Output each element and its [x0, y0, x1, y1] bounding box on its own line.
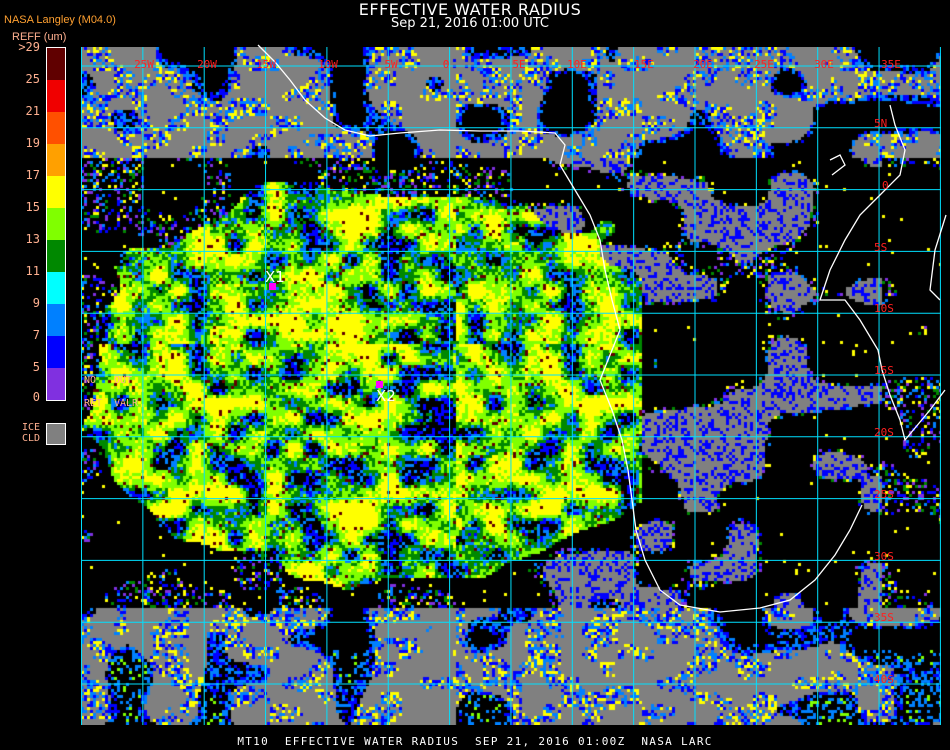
- longitude-label: 15E: [634, 58, 654, 71]
- legend-swatch: [47, 48, 65, 80]
- valr-label: VALR: [114, 398, 139, 409]
- footer-caption: MT10 EFFECTIVE WATER RADIUS SEP 21, 2016…: [237, 735, 713, 748]
- legend-units: REFF (um): [12, 31, 67, 43]
- legend-tick-label: >29: [18, 40, 40, 54]
- legend-swatch: [47, 112, 65, 144]
- marker-x2-point[interactable]: [376, 381, 383, 388]
- legend-tick-label: 15: [25, 200, 40, 214]
- longitude-label: 25E: [754, 58, 774, 71]
- longitude-label: 20E: [693, 58, 713, 71]
- ice-label: ICE: [22, 422, 41, 433]
- legend-tick-label: 19: [25, 136, 40, 150]
- cloud-label: CLD: [22, 433, 41, 444]
- legend-swatch: [47, 368, 65, 400]
- longitude-label: 5E: [512, 58, 526, 71]
- color-legend-bar: [46, 47, 66, 401]
- legend-tick-label: 0: [32, 390, 40, 404]
- latitude-label: 30S: [874, 549, 894, 563]
- latitude-label: 0: [882, 178, 889, 192]
- legend-tick-label: 13: [25, 232, 40, 246]
- marker-x1-point[interactable]: [269, 283, 276, 290]
- legend-swatch: [47, 336, 65, 368]
- out-label: OUT: [114, 375, 133, 386]
- legend-swatch: [47, 240, 65, 272]
- coastline-west-africa: [257, 44, 863, 613]
- marker-x2-label: X2: [376, 387, 396, 405]
- longitude-label: 30E: [814, 58, 834, 71]
- legend-swatch: [47, 208, 65, 240]
- longitude-label: 15W: [256, 58, 276, 71]
- legend-swatch: [47, 304, 65, 336]
- ret-label: RET: [84, 398, 103, 409]
- legend-tick-label: 21: [25, 104, 40, 118]
- coastline-lake: [829, 154, 846, 176]
- legend-tick-label: 11: [25, 264, 40, 278]
- coastline-east-africa: [819, 104, 946, 442]
- legend-tick-label: 17: [25, 168, 40, 182]
- longitude-label: 10E: [567, 58, 587, 71]
- coastline-madagascar: [929, 214, 947, 301]
- legend-tick-label: 7: [32, 328, 40, 342]
- brand-label: NASA Langley (M04.0): [4, 14, 116, 26]
- longitude-label: 0: [442, 58, 450, 71]
- ice-cloud-swatch: [46, 423, 66, 445]
- latitude-label: 15S: [874, 364, 894, 378]
- longitude-label: 5W: [384, 58, 398, 71]
- longitude-label: 20W: [197, 58, 217, 71]
- latitude-label: 40S: [874, 673, 894, 687]
- longitude-label: 35E: [881, 58, 901, 71]
- latitude-label: 35S: [874, 611, 894, 625]
- legend-swatch: [47, 176, 65, 208]
- legend-tick-label: 5: [32, 360, 40, 374]
- chart-title: EFFECTIVE WATER RADIUS: [358, 0, 582, 19]
- longitude-label: 10W: [318, 58, 338, 71]
- longitude-label: 25W: [134, 58, 154, 71]
- coastlines: [257, 44, 947, 613]
- latitude-label: 25S: [874, 487, 894, 501]
- legend-tick-label: 9: [32, 296, 40, 310]
- latitude-label: 5N: [874, 117, 888, 130]
- legend-swatch: [47, 80, 65, 112]
- chart-subtitle: Sep 21, 2016 01:00 UTC: [390, 16, 550, 31]
- legend-tick-label: 25: [25, 72, 40, 86]
- legend-swatch: [47, 272, 65, 304]
- legend-swatch: [47, 144, 65, 176]
- lat-lon-grid: [81, 47, 941, 725]
- latitude-label: 20S: [874, 426, 894, 439]
- latitude-label: 5S: [874, 240, 888, 254]
- marker-x1-label: X1: [265, 268, 285, 286]
- latitude-label: 10S: [874, 302, 894, 316]
- no-label: NO: [84, 375, 97, 386]
